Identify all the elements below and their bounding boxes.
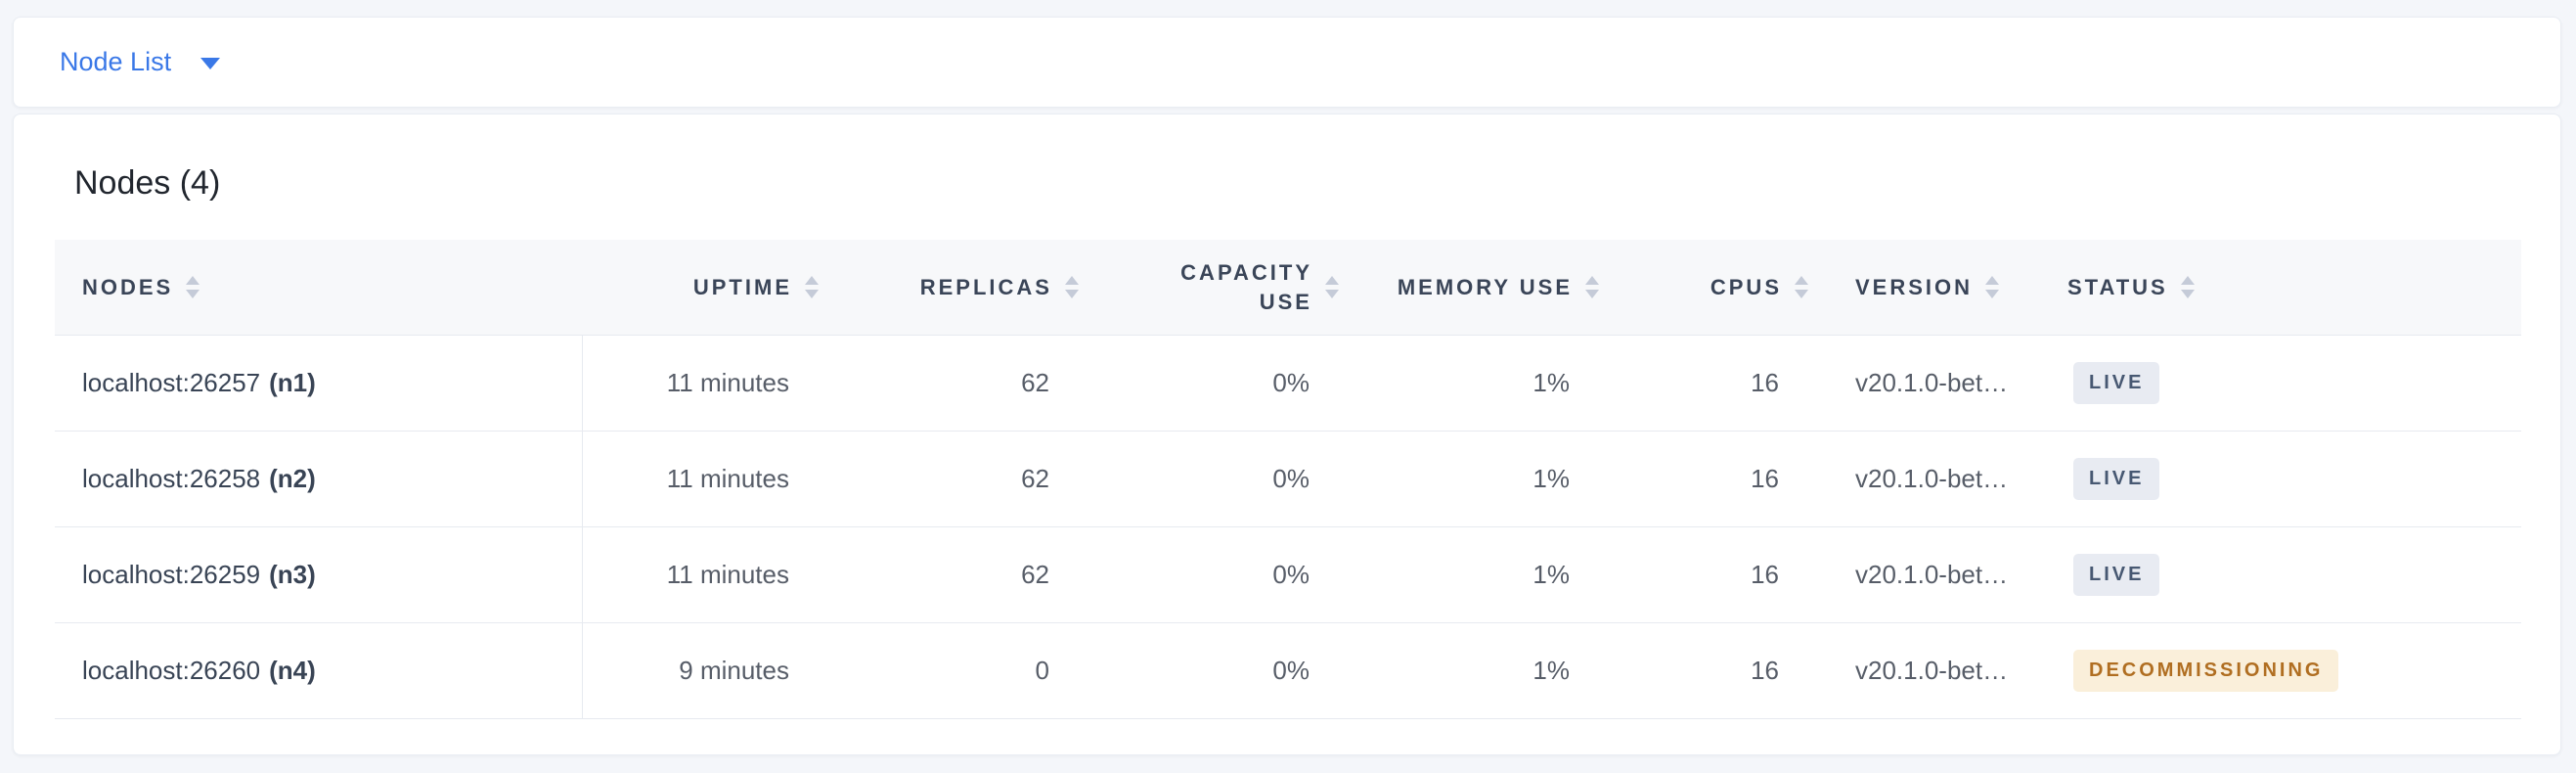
sort-icon[interactable]: [1795, 276, 1808, 298]
sort-icon[interactable]: [1985, 276, 2000, 298]
version-cell: v20.1.0-bet…: [1855, 560, 2009, 589]
sort-icon[interactable]: [805, 276, 819, 298]
status-badge: LIVE: [2073, 362, 2160, 404]
replicas-cell: 62: [1021, 368, 1049, 397]
column-header-label: UPTIME: [692, 274, 792, 299]
column-header-label: STATUS: [2067, 274, 2168, 299]
column-header-label: CPUS: [1710, 274, 1782, 299]
sort-icon[interactable]: [186, 276, 200, 298]
replicas-cell: 62: [1021, 464, 1049, 493]
replicas-cell: 62: [1021, 560, 1049, 589]
column-header-uptime[interactable]: UPTIME: [583, 240, 822, 335]
node-address: localhost:26257: [82, 368, 261, 397]
table-row: localhost:26260 (n4) 9 minutes 0 0% 1% 1…: [55, 623, 2521, 719]
table-row: localhost:26258 (n2) 11 minutes 62 0% 1%…: [55, 432, 2521, 527]
column-header-label: REPLICAS: [919, 274, 1052, 299]
memory-use-cell: 1%: [1532, 656, 1570, 685]
node-id: (n2): [269, 464, 316, 493]
column-header-label: VERSION: [1855, 274, 1974, 299]
node-address-cell[interactable]: localhost:26257 (n1): [55, 336, 583, 431]
column-header-status[interactable]: STATUS: [2057, 240, 2521, 335]
node-id: (n4): [269, 656, 316, 685]
column-header-label: NODES: [82, 274, 174, 299]
table-row: localhost:26257 (n1) 11 minutes 62 0% 1%…: [55, 336, 2521, 432]
memory-use-cell: 1%: [1532, 368, 1570, 397]
node-address: localhost:26259: [82, 560, 261, 589]
uptime-cell: 11 minutes: [666, 464, 789, 493]
uptime-cell: 9 minutes: [679, 656, 789, 685]
column-header-version[interactable]: VERSION: [1812, 240, 2057, 335]
capacity-use-cell: 0%: [1272, 464, 1310, 493]
status-badge: DECOMMISSIONING: [2073, 650, 2339, 692]
memory-use-cell: 1%: [1532, 560, 1570, 589]
column-header-label: MEMORY USE: [1397, 274, 1573, 299]
uptime-cell: 11 minutes: [666, 368, 789, 397]
sort-icon[interactable]: [1325, 276, 1339, 298]
column-header-cpus[interactable]: CPUS: [1603, 240, 1812, 335]
node-address-cell[interactable]: localhost:26260 (n4): [55, 623, 583, 718]
capacity-use-cell: 0%: [1272, 368, 1310, 397]
node-id: (n1): [269, 368, 316, 397]
version-cell: v20.1.0-bet…: [1855, 368, 2009, 397]
status-cell: DECOMMISSIONING: [2057, 623, 2521, 718]
column-header-memory-use[interactable]: MEMORY USE: [1343, 240, 1603, 335]
column-header-label: CAPACITY USE: [1180, 259, 1312, 314]
version-cell: v20.1.0-bet…: [1855, 656, 2009, 685]
caret-down-icon: [200, 58, 221, 69]
sort-icon[interactable]: [2180, 276, 2195, 298]
node-list-dropdown[interactable]: Node List: [60, 47, 221, 77]
status-badge: LIVE: [2073, 458, 2160, 500]
node-list-dropdown-label: Node List: [60, 47, 172, 76]
replicas-cell: 0: [1035, 656, 1049, 685]
node-address-cell[interactable]: localhost:26258 (n2): [55, 432, 583, 526]
cpus-cell: 16: [1751, 464, 1779, 493]
nodes-table: NODES UPTIME REPLICAS CAPACITY USE MEMOR…: [55, 240, 2521, 719]
node-address-cell[interactable]: localhost:26259 (n3): [55, 527, 583, 622]
page-nav-bar: Node List: [13, 17, 2561, 108]
nodes-card: Nodes (4) NODES UPTIME REPLICAS CAPACITY…: [13, 114, 2561, 755]
column-header-capacity-use[interactable]: CAPACITY USE: [1083, 240, 1343, 335]
capacity-use-cell: 0%: [1272, 560, 1310, 589]
table-row: localhost:26259 (n3) 11 minutes 62 0% 1%…: [55, 527, 2521, 623]
node-id: (n3): [269, 560, 316, 589]
cpus-cell: 16: [1751, 368, 1779, 397]
sort-icon[interactable]: [1065, 276, 1079, 298]
cpus-cell: 16: [1751, 656, 1779, 685]
version-cell: v20.1.0-bet…: [1855, 464, 2009, 493]
uptime-cell: 11 minutes: [666, 560, 789, 589]
node-address: localhost:26260: [82, 656, 261, 685]
status-badge: LIVE: [2073, 554, 2160, 596]
nodes-count-title: Nodes (4): [74, 164, 221, 202]
node-address: localhost:26258: [82, 464, 261, 493]
status-cell: LIVE: [2057, 527, 2521, 622]
column-header-nodes[interactable]: NODES: [55, 240, 583, 335]
column-header-replicas[interactable]: REPLICAS: [822, 240, 1083, 335]
cpus-cell: 16: [1751, 560, 1779, 589]
sort-icon[interactable]: [1585, 276, 1599, 298]
capacity-use-cell: 0%: [1272, 656, 1310, 685]
status-cell: LIVE: [2057, 336, 2521, 431]
table-header-row: NODES UPTIME REPLICAS CAPACITY USE MEMOR…: [55, 240, 2521, 336]
memory-use-cell: 1%: [1532, 464, 1570, 493]
status-cell: LIVE: [2057, 432, 2521, 526]
